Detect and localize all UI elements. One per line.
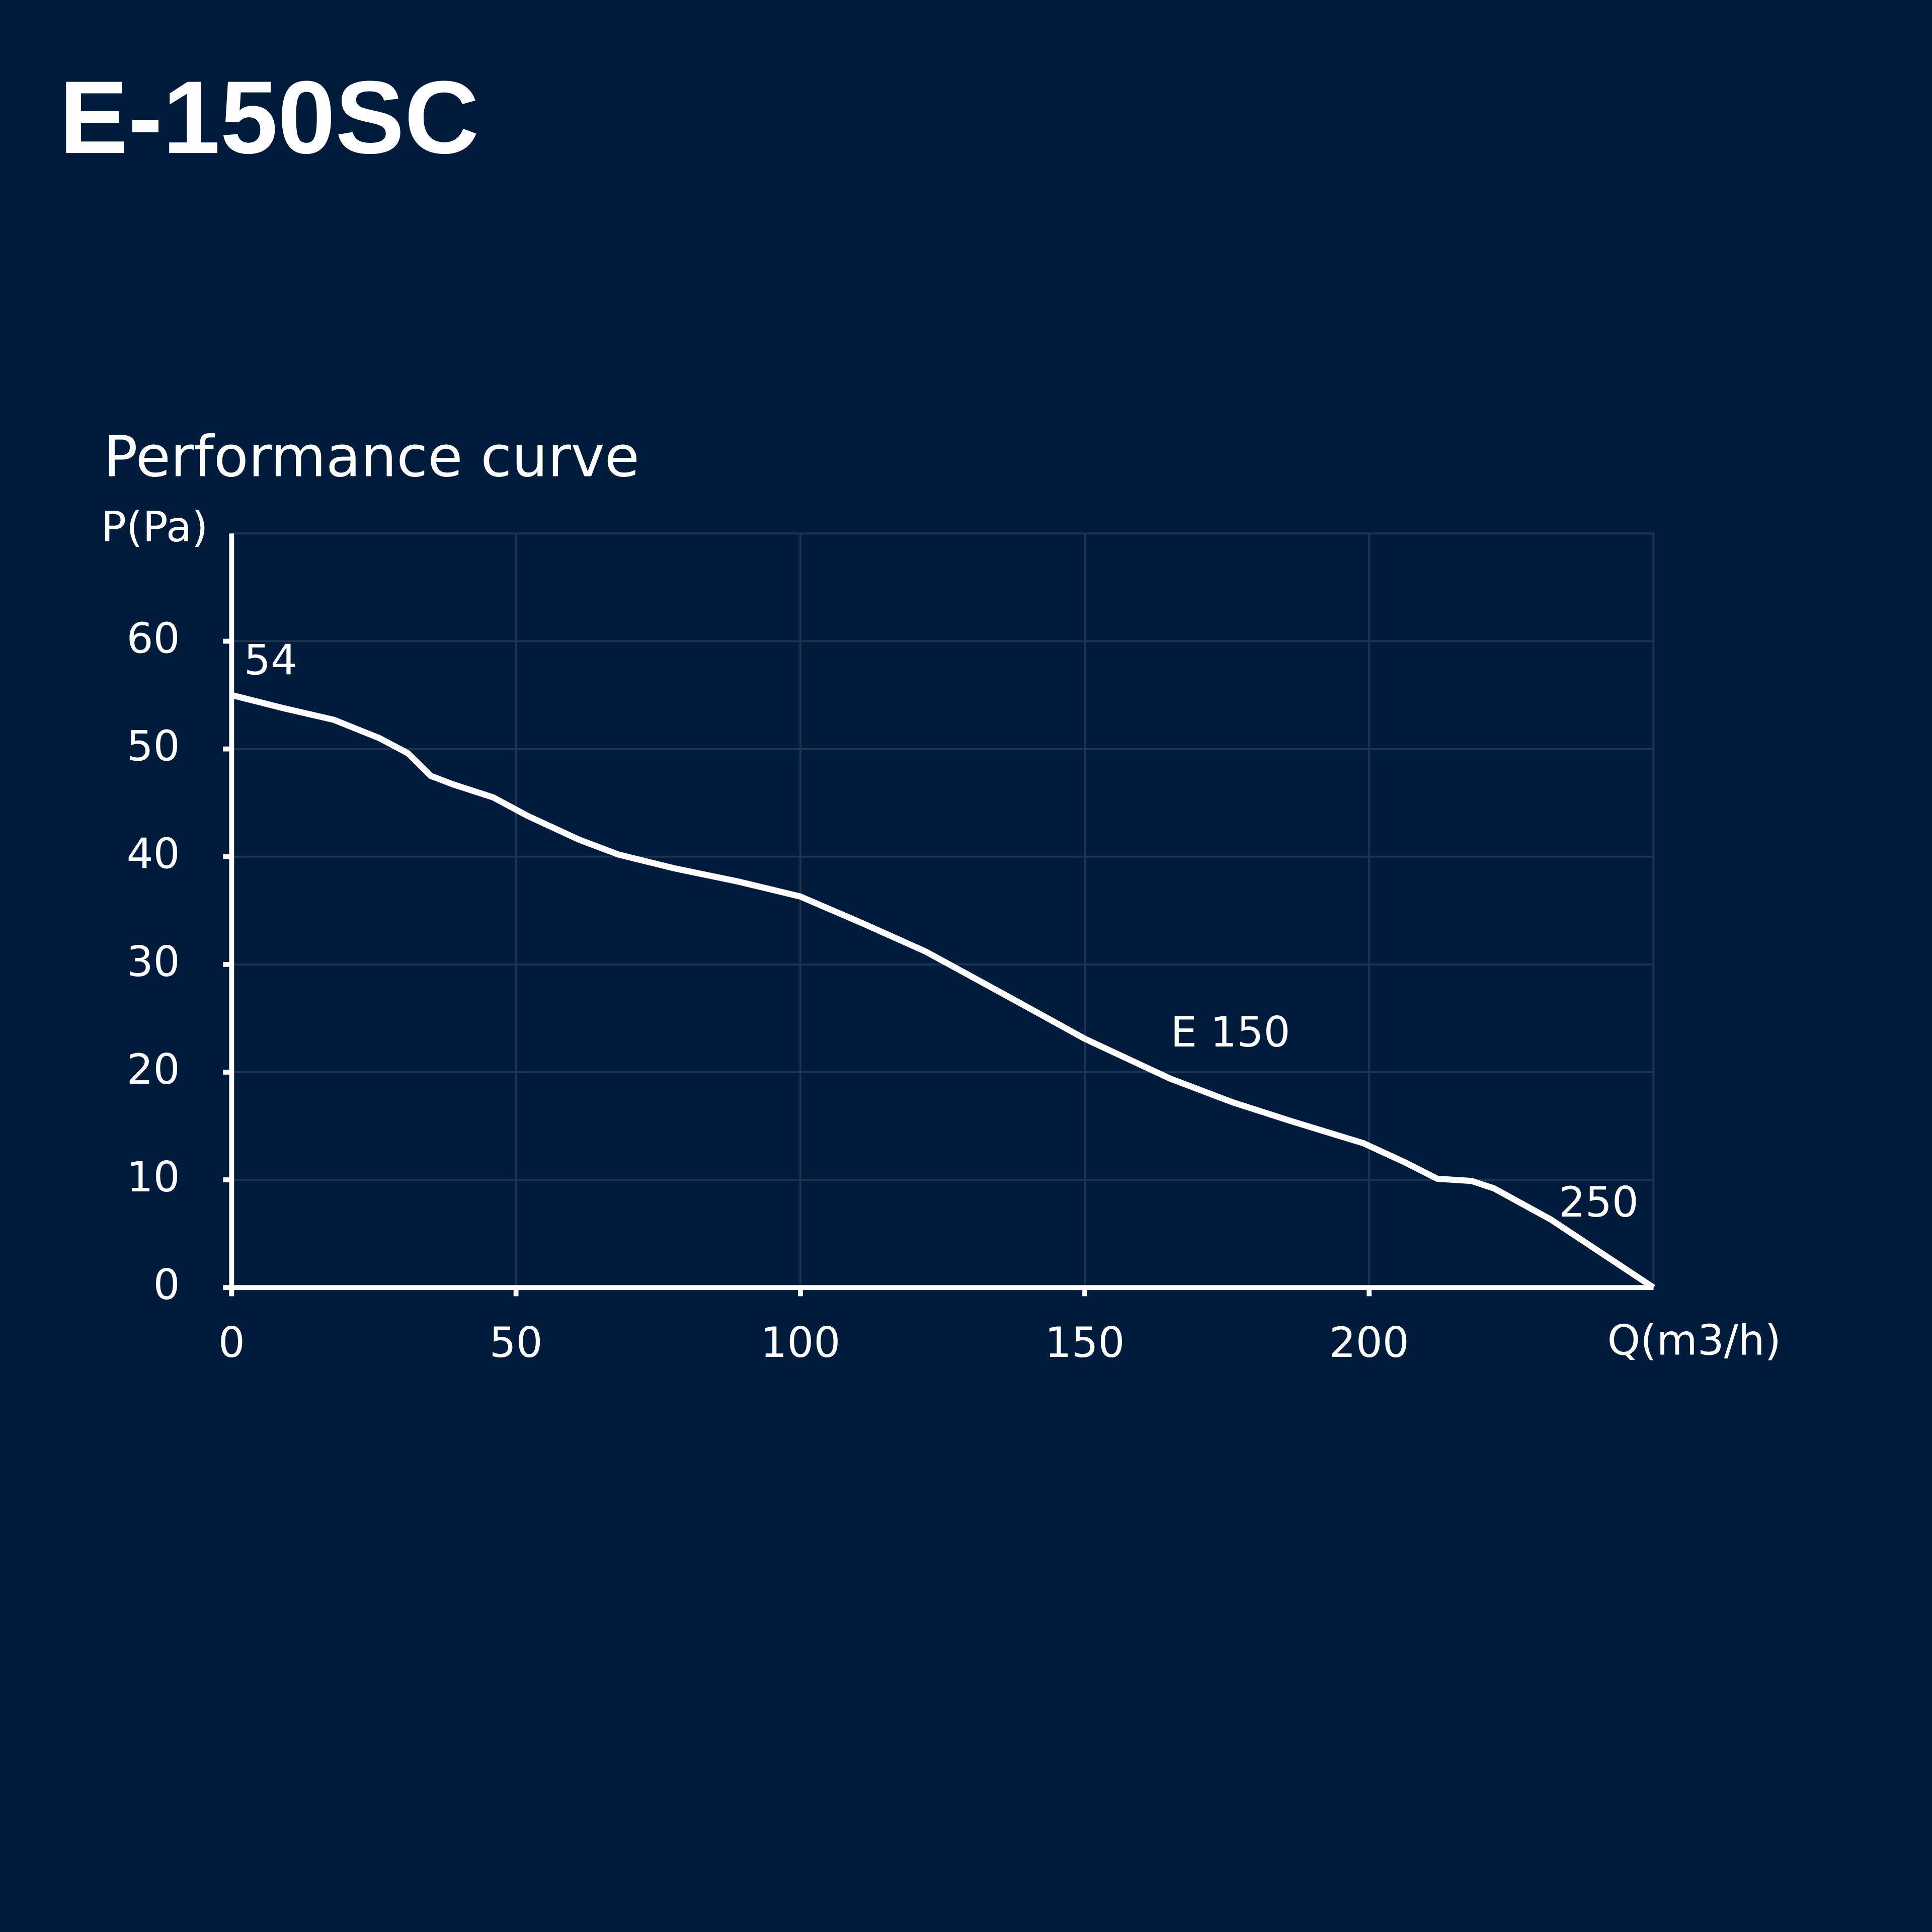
y-axis-label: P(Pa) (101, 503, 208, 551)
annotation: 250 (1559, 1178, 1639, 1227)
x-tick-label: 150 (1045, 1318, 1125, 1367)
y-tick-label: 20 (127, 1045, 180, 1094)
y-tick-label: 30 (127, 937, 180, 986)
page-title: E-150SC (59, 59, 479, 175)
x-tick-label: 50 (490, 1318, 543, 1367)
chart-title: Performance curve (104, 424, 639, 490)
y-tick-label: 0 (153, 1260, 180, 1309)
x-axis-label: Q(m3/h) (1607, 1316, 1781, 1364)
y-tick-label: 60 (127, 614, 180, 663)
y-tick-label: 10 (127, 1153, 180, 1201)
annotation: 54 (244, 635, 297, 684)
annotation: E 150 (1171, 1008, 1291, 1057)
x-tick-label: 200 (1329, 1318, 1409, 1367)
y-tick-label: 40 (127, 830, 180, 878)
y-tick-label: 50 (127, 722, 180, 771)
x-tick-label: 100 (760, 1318, 840, 1367)
x-tick-label: 0 (218, 1318, 245, 1367)
line-series (230, 692, 1655, 1291)
